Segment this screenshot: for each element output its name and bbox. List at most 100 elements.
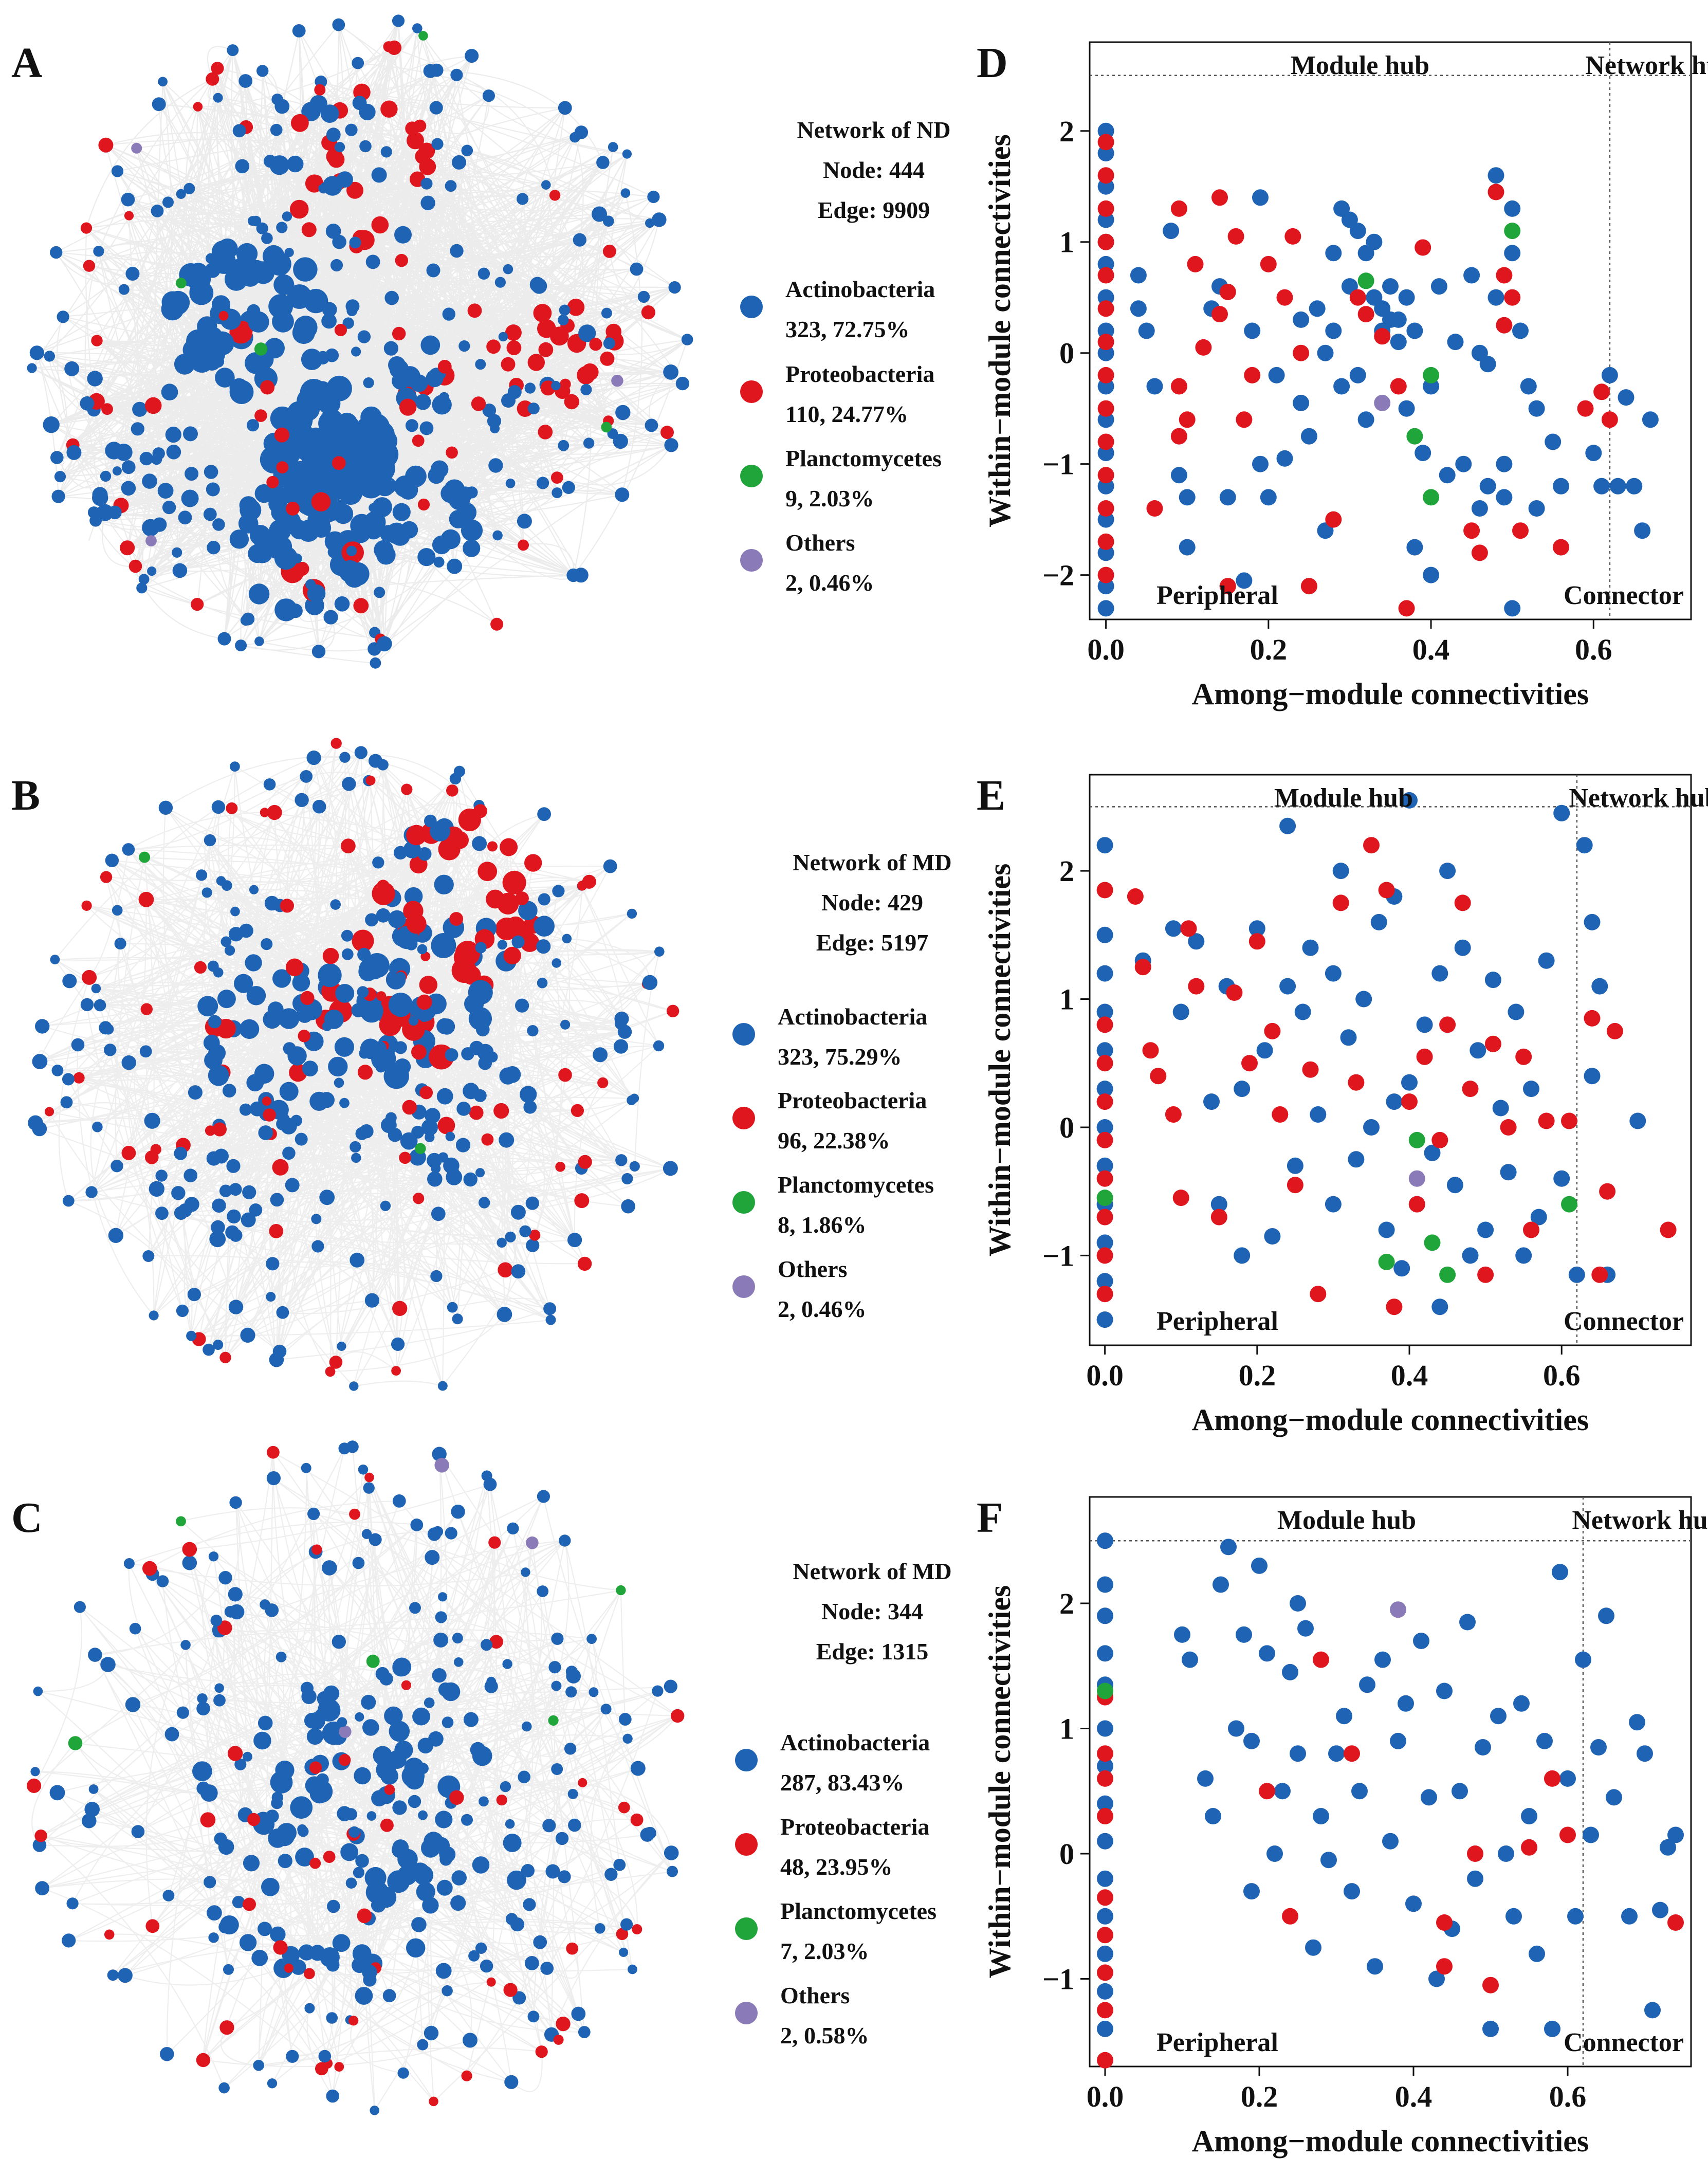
network-node-actinobacteria [301,1462,311,1473]
data-point [1302,939,1319,956]
network-node-actinobacteria [627,1095,637,1105]
network-node-actinobacteria [374,540,394,560]
data-point [1248,920,1265,937]
network-node-actinobacteria [240,499,262,521]
legend-label-planctomycetes: Planctomycetes [778,1172,934,1198]
data-point [1300,578,1317,595]
data-point [1601,411,1618,428]
network-node-actinobacteria [363,377,374,389]
network-node-actinobacteria [558,314,569,326]
network-node-actinobacteria [445,180,457,192]
network-node-actinobacteria [322,302,337,317]
network-node-actinobacteria [450,244,464,258]
data-point [1357,306,1374,323]
data-point [1366,233,1383,250]
network-node-actinobacteria [497,940,507,950]
network-node-actinobacteria [156,1575,169,1587]
network-node-actinobacteria [452,1313,463,1325]
network-node-actinobacteria [271,94,283,105]
network-node-actinobacteria [551,1632,564,1645]
network-node-proteobacteria [407,132,424,150]
data-point [1521,1808,1537,1824]
network-node-proteobacteria [138,891,154,907]
network-node-actinobacteria [562,481,575,495]
data-point [1251,1557,1268,1574]
network-node-actinobacteria [507,385,522,399]
network-node-actinobacteria [118,1968,133,1983]
network-node-actinobacteria [431,1163,441,1174]
data-point [1538,952,1555,969]
network-node-actinobacteria [354,746,368,759]
network-node-actinobacteria [183,182,195,194]
network-node-actinobacteria [526,1238,540,1252]
network-node-actinobacteria [578,2026,591,2038]
network-nodes [27,1440,685,2115]
network-node-actinobacteria [264,155,277,168]
network-node-proteobacteria [260,808,270,817]
network-node-actinobacteria [461,1047,474,1060]
data-point [1097,1795,1113,1812]
network-node-actinobacteria [122,843,135,856]
data-point [1138,322,1155,339]
network-node-proteobacteria [550,471,563,484]
network-node-actinobacteria [28,1115,43,1131]
network-node-actinobacteria [412,1707,430,1726]
network-node-actinobacteria [568,1818,581,1832]
network-node-actinobacteria [341,948,354,960]
network-node-actinobacteria [440,529,461,550]
network-node-proteobacteria [353,598,369,614]
network-node-actinobacteria [538,893,550,906]
network-node-actinobacteria [300,379,328,407]
data-point [1097,1889,1113,1906]
data-point [1512,522,1529,539]
data-point [1097,267,1114,284]
network-node-actinobacteria [230,761,240,772]
legend-stat-planctomycetes: 7, 2.03% [780,1938,869,1964]
data-point [1096,1131,1113,1148]
data-point [1097,533,1114,550]
network-node-actinobacteria [207,327,222,342]
network-node-actinobacteria [254,484,273,503]
network-node-proteobacteria [227,1746,243,1761]
network-node-actinobacteria [645,418,658,432]
network-node-proteobacteria [82,970,97,985]
network-node-actinobacteria [353,1867,365,1878]
network-node-actinobacteria [349,236,361,249]
y-tick-label: 1 [1059,983,1074,1016]
network-node-actinobacteria [269,519,291,542]
network-node-actinobacteria [229,1496,242,1509]
network-node-actinobacteria [364,1293,380,1308]
network-node-actinobacteria [613,1039,629,1054]
network-node-actinobacteria [365,913,378,927]
network-node-actinobacteria [196,1781,211,1796]
network-node-actinobacteria [185,467,199,481]
network-node-actinobacteria [272,969,291,988]
x-axis-label: Among−module connectivities [1192,677,1589,711]
network-node-actinobacteria [197,1693,208,1704]
data-point [1219,283,1236,300]
network-node-actinobacteria [282,211,292,222]
network-node-actinobacteria [408,470,425,487]
network-node-actinobacteria [183,1168,198,1182]
network-node-proteobacteria [226,802,238,814]
network-node-proteobacteria [446,446,458,459]
network-node-proteobacteria [419,976,437,994]
data-point [1210,1196,1227,1213]
network-node-actinobacteria [349,1381,359,1391]
network-node-actinobacteria [152,517,167,532]
data-point [1538,1112,1555,1129]
network-node-actinobacteria [158,800,173,815]
network-node-proteobacteria [401,783,413,795]
network-node-actinobacteria [125,1697,141,1712]
network-node-actinobacteria [408,1795,421,1808]
network-node-actinobacteria [435,1963,452,1979]
network-edge-count-c: Edge: 1315 [816,1638,929,1665]
network-node-actinobacteria [292,974,310,992]
network-node-actinobacteria [318,182,329,194]
network-node-actinobacteria [423,64,437,78]
data-point [1097,1576,1113,1593]
data-point [1096,1093,1113,1110]
network-node-actinobacteria [358,1465,369,1475]
network-node-actinobacteria [245,260,268,283]
network-node-proteobacteria [501,357,516,372]
